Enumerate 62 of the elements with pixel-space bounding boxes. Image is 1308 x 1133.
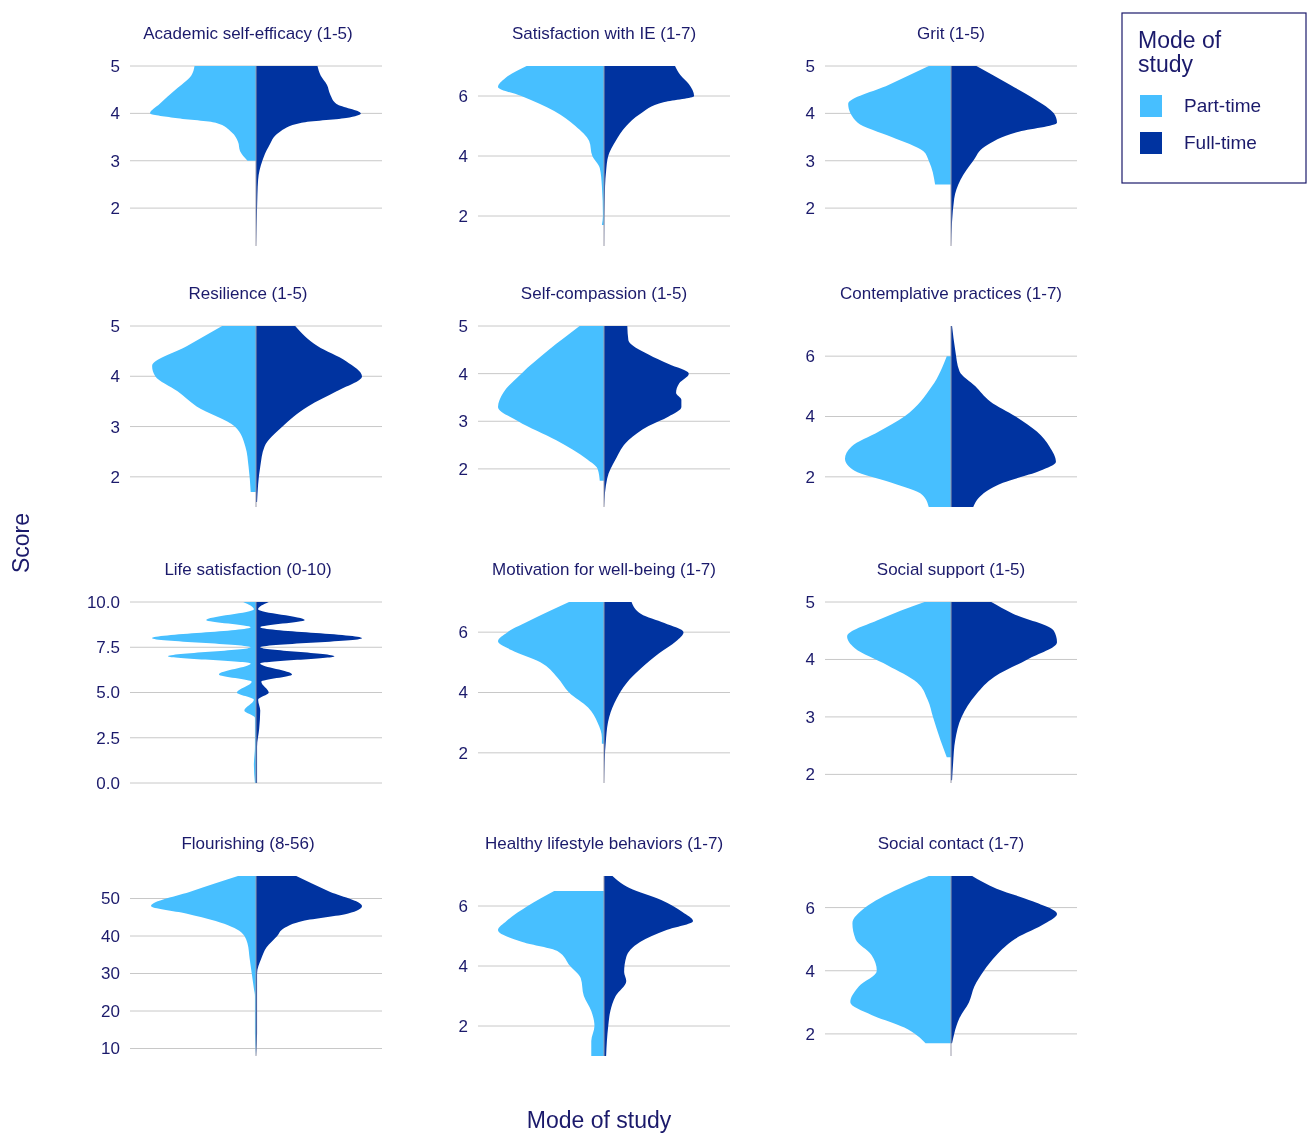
y-tick-label: 2	[458, 1016, 468, 1036]
y-tick-label: 6	[805, 347, 815, 367]
y-tick-label: 5	[110, 316, 120, 336]
y-tick-label: 0.0	[96, 773, 120, 793]
legend-label: Part-time	[1184, 95, 1262, 116]
y-tick-label: 40	[101, 926, 120, 946]
y-tick-label: 5.0	[96, 683, 120, 703]
y-tick-label: 20	[101, 1001, 120, 1021]
y-tick-label: 5	[805, 592, 815, 612]
y-tick-label: 4	[110, 367, 120, 387]
y-tick-label: 30	[101, 964, 120, 984]
chart-title: Motivation for well-being (1-7)	[492, 560, 716, 579]
y-tick-label: 6	[458, 623, 468, 643]
chart-title: Contemplative practices (1-7)	[839, 284, 1063, 303]
chart-title: Academic self-efficacy (1-5)	[143, 24, 353, 43]
y-tick-label: 10	[101, 1039, 120, 1059]
chart-title: Grit (1-5)	[917, 24, 985, 43]
y-tick-label: 2	[110, 199, 120, 219]
x-axis-title: Mode of study	[526, 1107, 672, 1133]
y-tick-label: 4	[805, 961, 815, 981]
chart-title: Life satisfaction (0-10)	[164, 560, 332, 579]
y-tick-label: 4	[805, 104, 815, 124]
y-tick-label: 3	[110, 151, 120, 171]
legend-title: Mode of study	[1138, 27, 1222, 77]
y-tick-label: 4	[805, 407, 815, 427]
y-tick-label: 7.5	[96, 638, 120, 658]
chart-title: Satisfaction with IE (1-7)	[511, 24, 697, 43]
y-tick-label: 5	[458, 316, 468, 336]
y-tick-label: 3	[458, 412, 468, 432]
chart-title: Social support (1-5)	[876, 560, 1026, 579]
chart-title: Healthy lifestyle behaviors (1-7)	[484, 834, 724, 853]
y-tick-label: 2	[805, 467, 815, 487]
y-tick-label: 50	[101, 889, 120, 909]
legend-label: Full-time	[1184, 132, 1257, 153]
y-tick-label: 5	[110, 56, 120, 76]
y-tick-label: 4	[458, 146, 468, 166]
y-tick-label: 4	[458, 683, 468, 703]
y-tick-label: 2	[805, 1024, 815, 1044]
y-tick-label: 4	[458, 364, 468, 384]
chart-title: Social contact (1-7)	[877, 834, 1025, 853]
y-tick-label: 5	[805, 56, 815, 76]
y-tick-label: 3	[805, 707, 815, 727]
y-axis-title: Score	[8, 512, 34, 574]
y-tick-label: 6	[458, 896, 468, 916]
y-tick-label: 4	[805, 650, 815, 670]
chart-title: Flourishing (8-56)	[181, 834, 315, 853]
y-tick-label: 2.5	[96, 728, 120, 748]
y-tick-label: 6	[805, 898, 815, 918]
y-tick-label: 4	[458, 956, 468, 976]
y-tick-label: 3	[805, 151, 815, 171]
y-tick-label: 2	[110, 467, 120, 487]
y-tick-label: 10.0	[86, 592, 120, 612]
y-tick-label: 2	[805, 199, 815, 219]
y-tick-label: 2	[458, 743, 468, 763]
chart-title: Self-compassion (1-5)	[520, 284, 688, 303]
chart-title: Resilience (1-5)	[188, 284, 308, 303]
y-tick-label: 6	[458, 86, 468, 106]
y-tick-label: 2	[458, 206, 468, 226]
y-tick-label: 4	[110, 104, 120, 124]
y-tick-label: 3	[110, 417, 120, 437]
y-tick-label: 2	[805, 765, 815, 785]
y-tick-label: 2	[458, 459, 468, 479]
